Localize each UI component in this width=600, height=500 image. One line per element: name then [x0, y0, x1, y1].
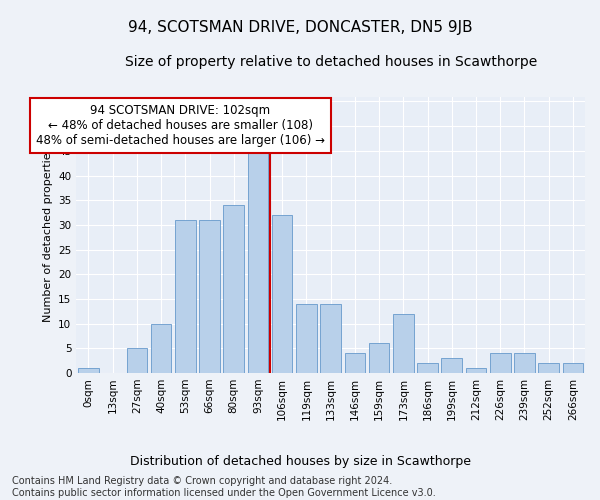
Bar [490, 354, 511, 373]
Text: Contains HM Land Registry data © Crown copyright and database right 2024.
Contai: Contains HM Land Registry data © Crown c… [12, 476, 436, 498]
Bar [78, 368, 98, 373]
Bar [514, 354, 535, 373]
Bar [296, 304, 317, 373]
Text: 94, SCOTSMAN DRIVE, DONCASTER, DN5 9JB: 94, SCOTSMAN DRIVE, DONCASTER, DN5 9JB [128, 20, 472, 35]
Bar [320, 304, 341, 373]
Y-axis label: Number of detached properties: Number of detached properties [43, 147, 53, 322]
Bar [175, 220, 196, 373]
Bar [344, 354, 365, 373]
Bar [248, 151, 268, 373]
Bar [466, 368, 486, 373]
Bar [369, 344, 389, 373]
Title: Size of property relative to detached houses in Scawthorpe: Size of property relative to detached ho… [125, 55, 537, 69]
Bar [538, 363, 559, 373]
Bar [151, 324, 172, 373]
Bar [442, 358, 462, 373]
Bar [563, 363, 583, 373]
Bar [393, 314, 413, 373]
Bar [223, 205, 244, 373]
Bar [127, 348, 147, 373]
Text: Distribution of detached houses by size in Scawthorpe: Distribution of detached houses by size … [130, 455, 470, 468]
Bar [417, 363, 438, 373]
Bar [272, 215, 292, 373]
Bar [199, 220, 220, 373]
Text: 94 SCOTSMAN DRIVE: 102sqm
← 48% of detached houses are smaller (108)
48% of semi: 94 SCOTSMAN DRIVE: 102sqm ← 48% of detac… [36, 104, 325, 147]
